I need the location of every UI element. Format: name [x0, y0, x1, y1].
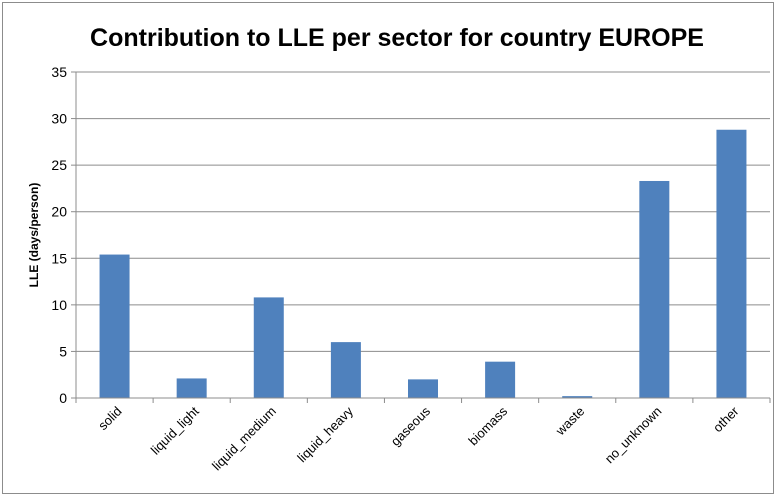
bar-gaseous: [408, 379, 438, 398]
x-tick-label: solid: [95, 404, 125, 434]
y-tick-label: 15: [51, 250, 67, 266]
bar-biomass: [485, 361, 516, 398]
bars: [99, 129, 747, 398]
chart-title: Contribution to LLE per sector for count…: [90, 24, 704, 52]
x-tick-labels: solid liquid_light liquid_medium liquid_hea…: [95, 403, 742, 473]
y-tick-label: 10: [51, 297, 67, 313]
bar-waste: [562, 396, 593, 398]
y-tick-label: 30: [51, 111, 67, 127]
bar-no-unknown: [639, 180, 670, 398]
y-tick-label: 5: [59, 343, 67, 359]
bar-liquid-heavy: [330, 342, 361, 398]
y-tick-label: 0: [59, 390, 67, 406]
x-tick-label: other: [710, 403, 742, 435]
x-tick-label: liquid_medium: [209, 404, 279, 474]
axes: [75, 72, 771, 403]
y-tick-labels: 0 5 10 15 20 25 30 35: [51, 64, 67, 406]
x-tick-label: biomass: [465, 403, 510, 448]
bar-other: [716, 129, 747, 398]
y-axis-label: LLE (days/person): [27, 183, 41, 288]
y-tick-label: 25: [51, 157, 67, 173]
x-tick-label: no_unknown: [602, 404, 665, 467]
x-tick-label: waste: [552, 404, 587, 439]
x-tick-label: liquid_heavy: [294, 403, 356, 465]
y-tick-label: 35: [51, 64, 67, 80]
x-tick-label: gaseous: [388, 403, 434, 449]
x-tick-label: liquid_light: [148, 403, 202, 457]
bar-liquid-light: [176, 378, 207, 398]
bar-solid: [99, 254, 130, 398]
bar-liquid-medium: [253, 297, 284, 398]
y-tick-label: 20: [51, 204, 67, 220]
